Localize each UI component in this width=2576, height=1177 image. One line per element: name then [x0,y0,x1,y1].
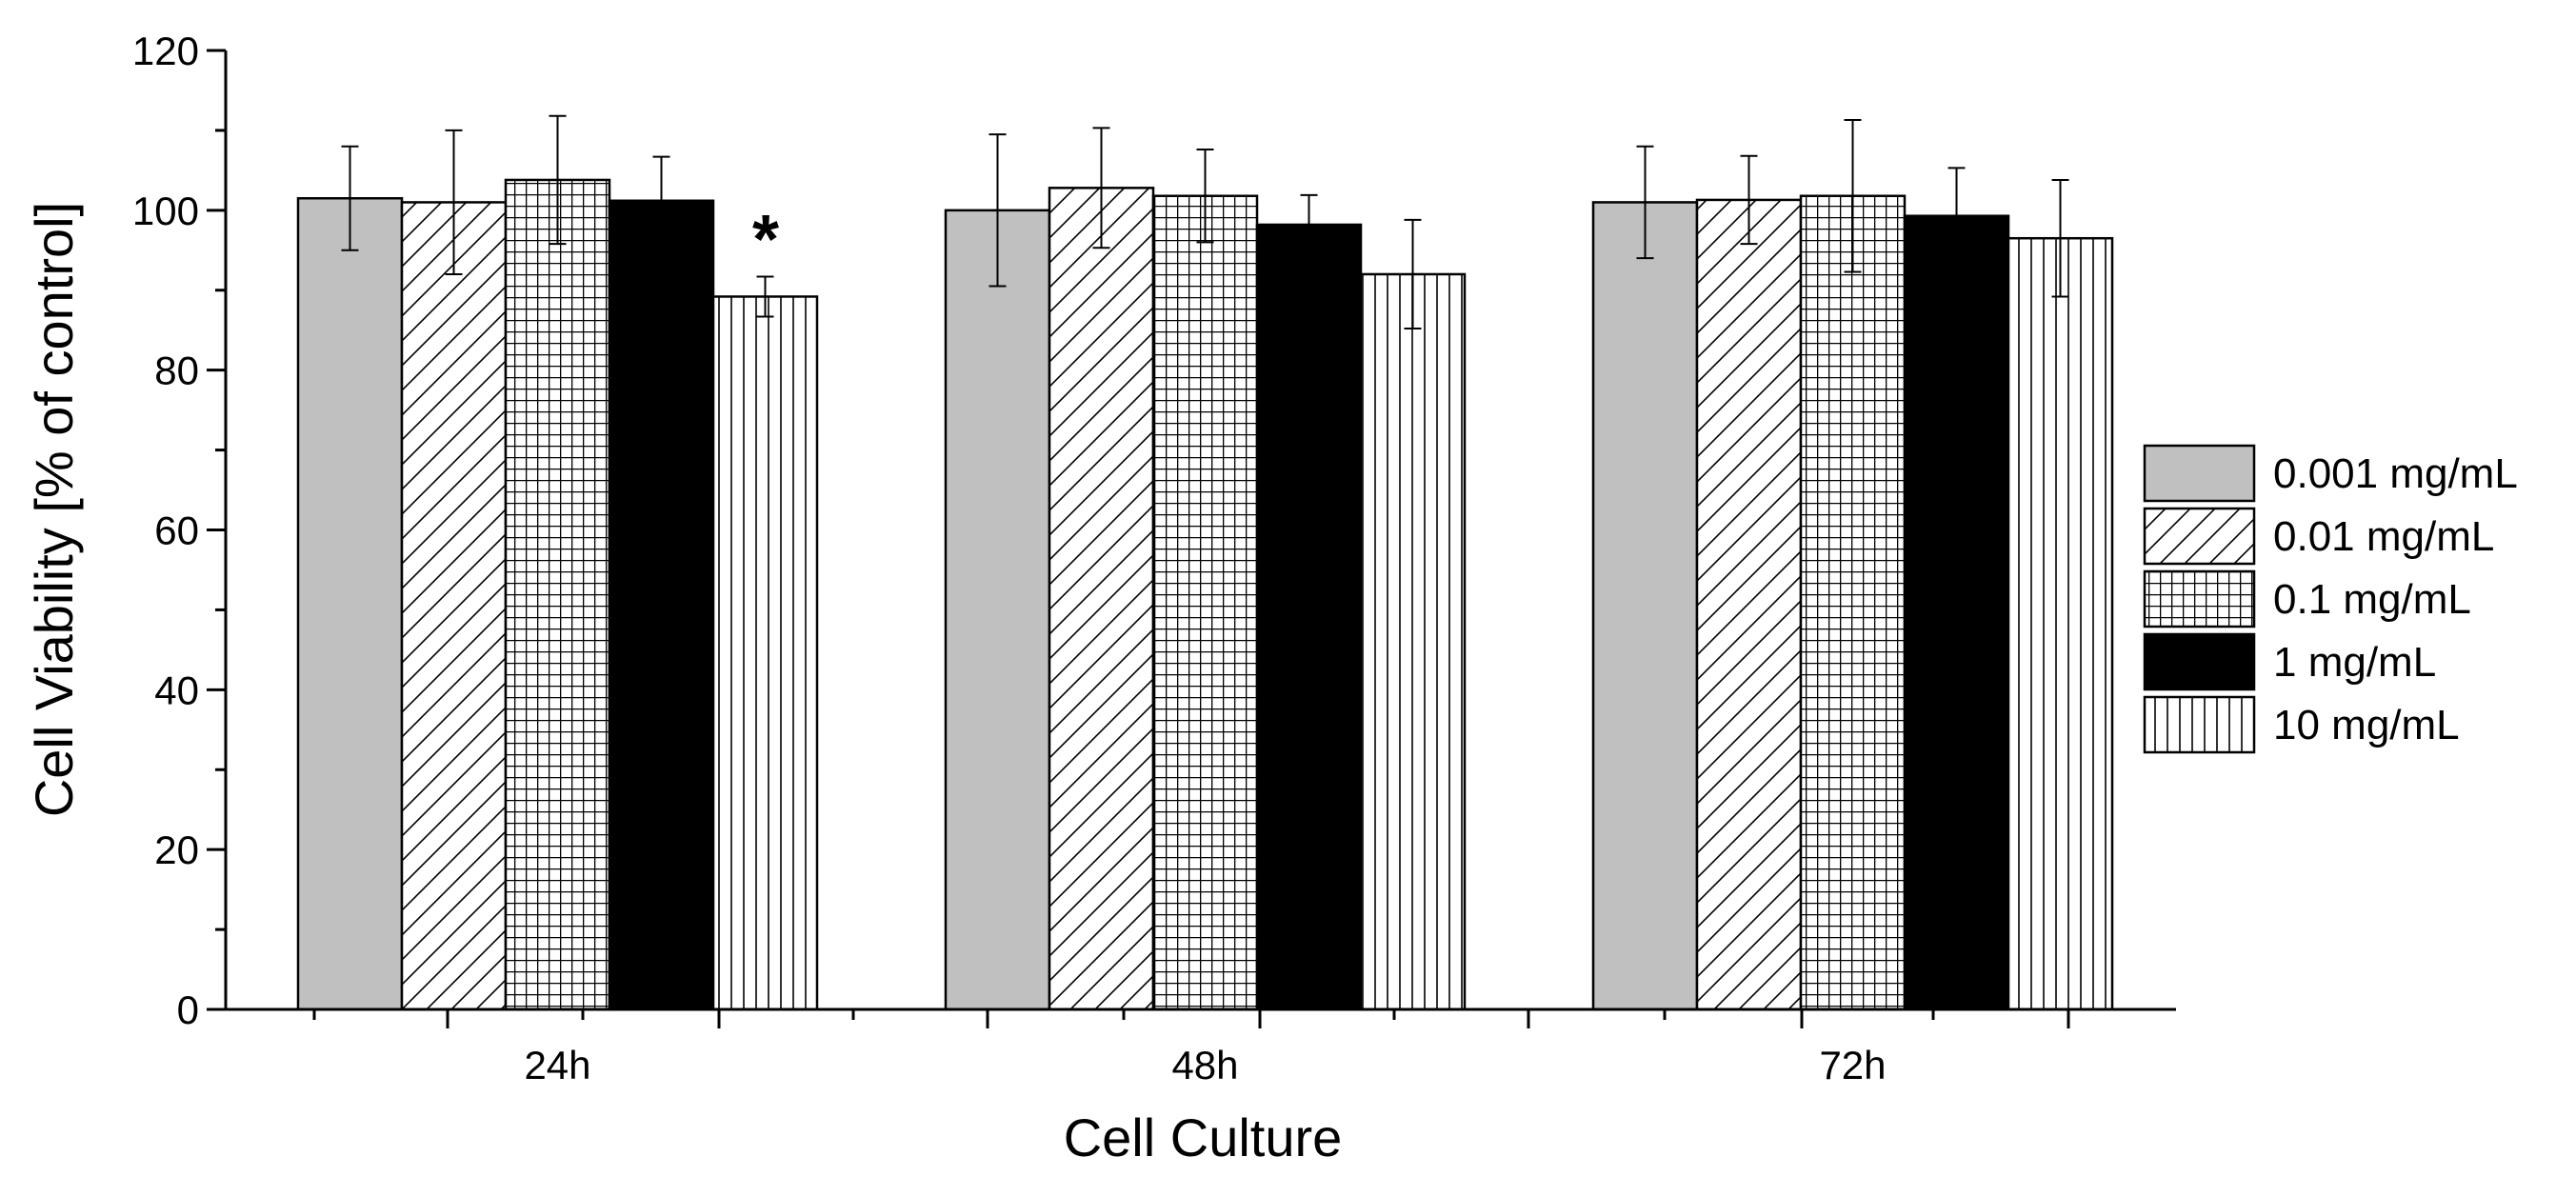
x-tick-label: 24h [524,1043,590,1087]
y-tick-label: 100 [132,189,199,233]
y-tick-label: 20 [154,828,199,872]
bar [1591,201,1699,1011]
bar [296,196,404,1011]
x-axis-title: Cell Culture [1064,1107,1343,1167]
bar [944,209,1051,1011]
bars-layer [296,178,2114,1011]
legend: 0.001 mg/mL 0.01 mg/mL 0.1 mg/mL 1 mg/mL 10 … [2143,444,2518,754]
bar [400,201,508,1011]
legend-swatch [2143,632,2256,691]
legend-label: 1 mg/mL [2273,639,2436,686]
bar [1255,223,1363,1011]
legend-swatch [2143,569,2256,628]
y-axis-title: Cell Viability [% of control] [24,202,84,817]
bar [1799,194,1907,1011]
axes-layer: 0 20 40 60 80 100 120 24h 48h 72h [132,29,2176,1087]
legend-label: 0.01 mg/mL [2273,513,2494,560]
bar [1903,214,2010,1011]
bar [2007,236,2114,1011]
bar [608,199,715,1011]
legend-swatch [2143,695,2256,754]
bar [1048,187,1155,1011]
y-tick-label: 40 [154,668,199,712]
legend-label: 0.1 mg/mL [2273,576,2471,623]
bar [1359,272,1467,1011]
legend-swatch [2143,444,2256,503]
error-bars-layer [341,114,2069,330]
bar [1151,194,1259,1011]
legend-swatch [2143,507,2256,566]
annotation-asterisk: * [752,202,779,278]
x-tick-label: 48h [1171,1043,1238,1087]
legend-label: 0.001 mg/mL [2273,450,2518,497]
y-tick-label: 120 [132,29,199,73]
x-tick-label: 72h [1819,1043,1886,1087]
legend-label: 10 mg/mL [2273,702,2460,748]
y-tick-label: 60 [154,509,199,553]
bar [711,295,819,1011]
y-tick-label: 0 [177,987,199,1032]
bar [504,178,611,1011]
bar [1695,198,1803,1011]
y-tick-label: 80 [154,349,199,393]
